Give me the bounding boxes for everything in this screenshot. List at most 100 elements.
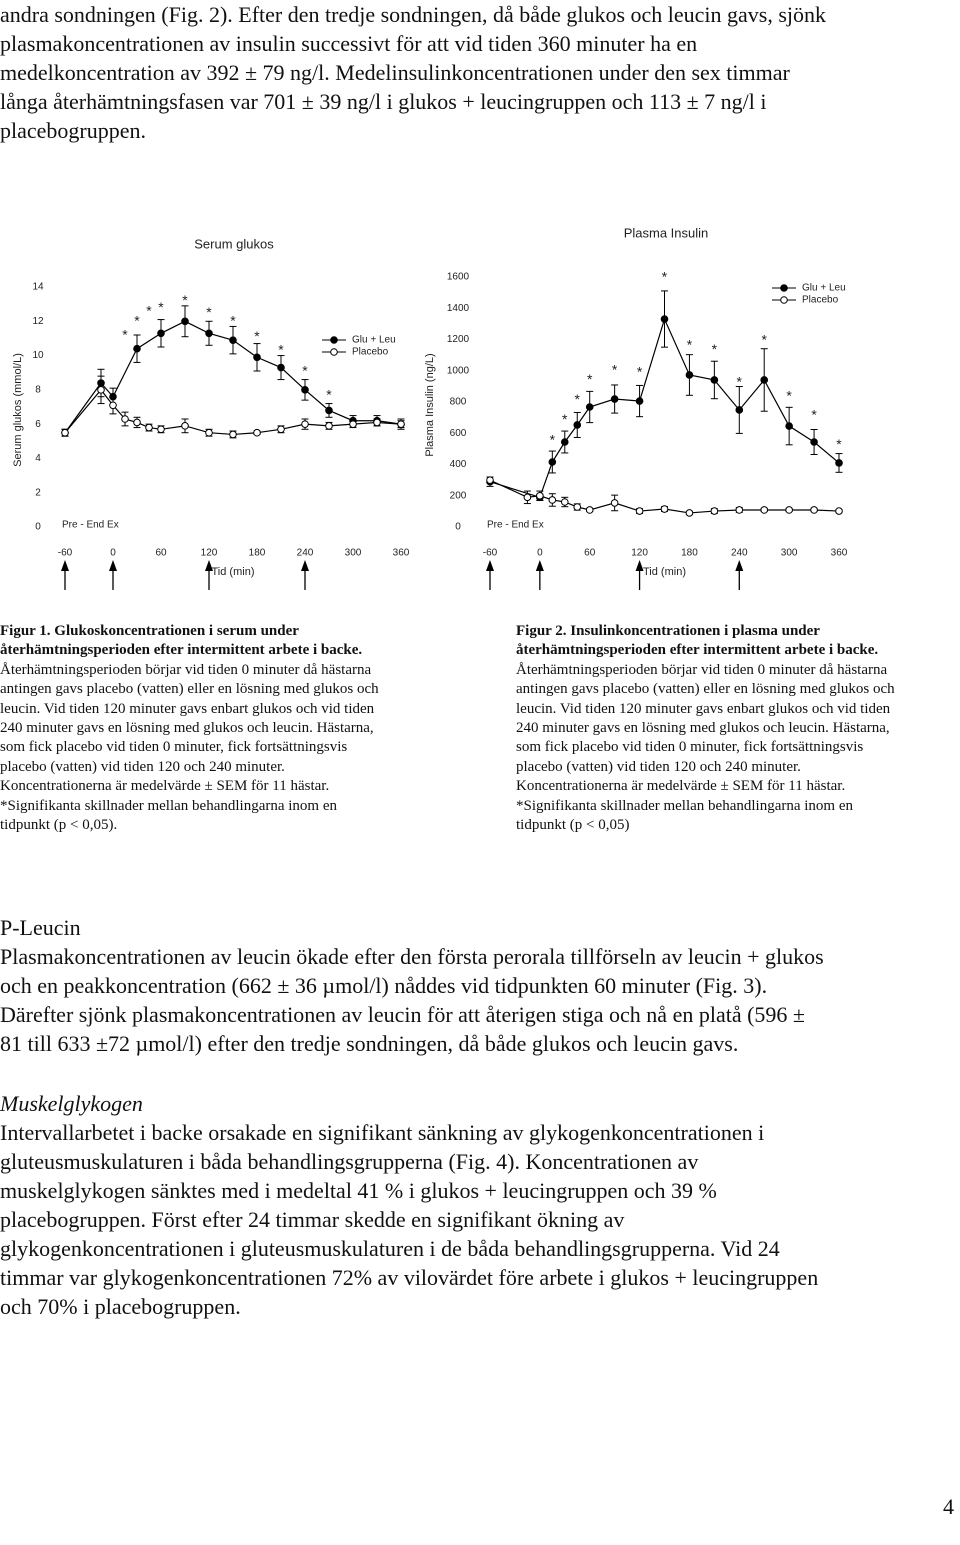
text-line: Därefter sjönk plasmakoncentrationen av … <box>0 1002 805 1027</box>
section-heading: P-Leucin <box>0 915 81 940</box>
data-point <box>835 459 843 467</box>
data-point <box>229 430 237 439</box>
data-point <box>523 493 532 502</box>
data-point <box>660 315 669 323</box>
text-line: Intervallarbetet i backe orsakade en sig… <box>0 1120 765 1145</box>
x-tick-label: 60 <box>584 548 596 559</box>
caption-line: leucin. Vid tiden 120 minuter gavs enbar… <box>0 700 375 717</box>
x-tick-label: 300 <box>781 548 798 559</box>
series-line <box>489 317 840 499</box>
arrow-head <box>735 560 744 571</box>
legend-label: Glu + Leu <box>802 283 846 294</box>
page-number: 4 <box>943 1494 954 1519</box>
section: P-Leucin Plasmakoncentrationen av leucin … <box>0 913 824 1058</box>
data-point <box>205 428 213 437</box>
significance-marker: * <box>786 388 792 404</box>
x-axis-label: Tid (min) <box>643 566 686 578</box>
figure-caption: Figur 1. Glukoskoncentrationen i serum u… <box>0 622 379 835</box>
x-tick-label: 360 <box>831 548 848 559</box>
arrow-head <box>109 560 117 571</box>
x-tick-label: -60 <box>483 548 498 559</box>
caption-line: Återhämtningsperioden börjar vid tiden 0… <box>0 661 372 678</box>
data-point <box>133 418 141 427</box>
y-tick-label: 8 <box>35 384 41 395</box>
data-point <box>548 458 557 466</box>
data-point <box>181 317 189 326</box>
data-point <box>486 476 494 484</box>
legend-label: Placebo <box>352 347 389 358</box>
significance-marker: * <box>811 407 817 423</box>
data-point <box>685 371 694 379</box>
y-tick-label: 800 <box>450 397 467 408</box>
data-point <box>660 505 669 513</box>
caption-line: *Signifikanta skillnader mellan behandli… <box>0 797 337 814</box>
caption-line: som fick placebo vid tiden 0 minuter, fi… <box>516 739 864 756</box>
significance-marker: * <box>836 436 842 452</box>
y-tick-label: 10 <box>32 350 44 361</box>
significance-marker: * <box>182 292 188 308</box>
y-tick-label: 1400 <box>447 303 470 314</box>
annotation: Pre - End Ex <box>487 520 544 531</box>
data-point <box>536 491 544 500</box>
x-tick-label: 60 <box>155 548 167 559</box>
y-tick-label: 1200 <box>447 334 470 345</box>
significance-marker: * <box>326 386 332 402</box>
caption-line: Koncentrationerna är medelvärde ± SEM fö… <box>0 778 330 795</box>
caption-line: tidpunkt (p < 0,05) <box>516 817 630 834</box>
significance-marker: * <box>687 337 693 353</box>
text-line: långa återhämtningsfasen var 701 ± 39 ng… <box>0 89 767 114</box>
x-tick-label: 120 <box>631 548 648 559</box>
data-point <box>301 386 309 394</box>
data-point <box>710 376 719 384</box>
text-line: placebogruppen. Först efter 24 timmar sk… <box>0 1207 625 1232</box>
text-line: medelkoncentration av 392 ± 79 ng/l. Med… <box>0 60 790 85</box>
x-tick-label: 0 <box>537 548 543 559</box>
data-point <box>349 420 357 428</box>
text-line: glykogenkoncentrationen i gluteusmuskula… <box>0 1236 780 1261</box>
caption-title: återhämtningsperioden efter intermittent… <box>516 642 879 659</box>
significance-marker: * <box>575 391 581 407</box>
caption-line: Koncentrationerna är medelvärde ± SEM fö… <box>516 778 846 795</box>
text-line: plasmakoncentrationen av insulin success… <box>0 31 698 56</box>
x-tick-label: 240 <box>731 548 748 559</box>
legend-label: Placebo <box>802 295 839 306</box>
arrow-head <box>205 560 213 571</box>
x-tick-label: 120 <box>201 548 218 559</box>
significance-marker: * <box>146 302 152 318</box>
insulin-chart: Plasma Insulin Plasma Insulin (ng/L) Tid (… <box>424 225 848 590</box>
caption-line: antingen gavs placebo (vatten) eller en … <box>516 681 895 698</box>
caption-line: placebo (vatten) vid tiden 120 och 240 m… <box>0 758 285 775</box>
data-point <box>635 397 644 405</box>
text-line: och 70% i placebogruppen. <box>0 1294 241 1319</box>
data-point <box>301 420 309 428</box>
arrow-head <box>301 560 309 571</box>
significance-marker: * <box>302 362 308 378</box>
section-heading: Muskelglykogen <box>0 1091 143 1116</box>
significance-marker: * <box>206 304 212 320</box>
caption-title: Figur 1. Glukoskoncentrationen i serum u… <box>0 623 299 639</box>
arrow-head <box>486 560 494 571</box>
legend-marker <box>330 348 338 356</box>
data-point <box>810 438 818 446</box>
y-tick-label: 4 <box>35 453 41 464</box>
text-line: muskelglykogen sänktes med i medeltal 41… <box>0 1178 717 1203</box>
significance-marker: * <box>230 313 236 329</box>
data-point <box>585 403 594 411</box>
text-line: och en peakkoncentration (662 ± 36 µmol/… <box>0 973 768 998</box>
text-line: gluteusmuskulaturen i båda behandlingsgr… <box>0 1149 699 1174</box>
data-point <box>325 406 333 415</box>
significance-marker: * <box>737 374 743 390</box>
intro-text: andra sondningen (Fig. 2). Efter den tre… <box>0 0 826 145</box>
data-point <box>181 422 189 430</box>
figure-caption: Figur 2. Insulinkoncentrationen i plasma… <box>516 622 895 835</box>
chart-title: Serum glukos <box>194 236 274 251</box>
significance-marker: * <box>637 364 643 380</box>
legend-label: Glu + Leu <box>352 335 396 346</box>
data-point <box>229 336 237 344</box>
y-tick-label: 14 <box>32 282 44 293</box>
text-line: andra sondningen (Fig. 2). Efter den tre… <box>0 2 827 27</box>
data-point <box>548 496 557 504</box>
text-line: timmar var glykogenkoncentrationen 72% a… <box>0 1265 819 1290</box>
significance-marker: * <box>562 411 568 427</box>
